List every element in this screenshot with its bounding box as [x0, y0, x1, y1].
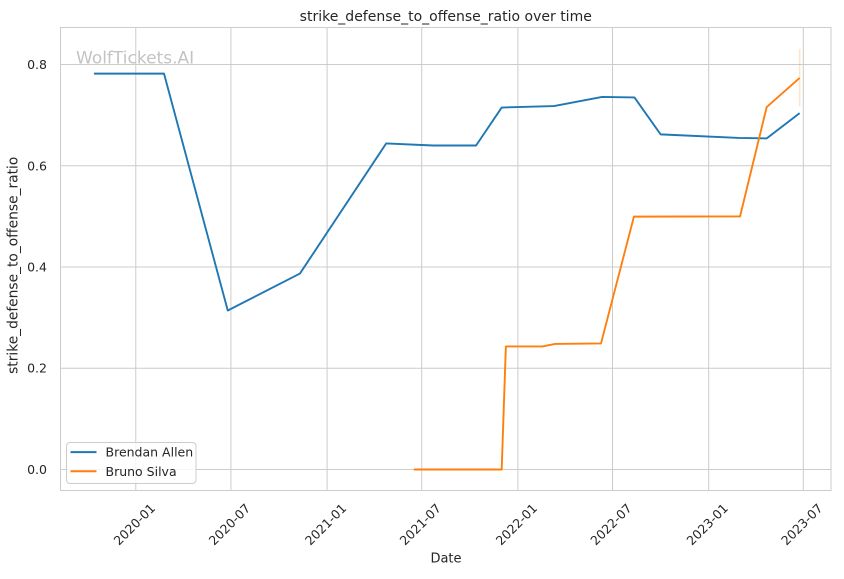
- x-tick-label: 2022-01: [493, 501, 541, 549]
- legend-label-bruno-silva: Bruno Silva: [106, 464, 177, 479]
- watermark: WolfTickets.AI: [76, 48, 194, 68]
- y-tick-labels: 0.0 0.2 0.4 0.6 0.8: [27, 57, 47, 477]
- x-tick-label: 2020-07: [206, 501, 254, 549]
- x-tick-label: 2021-01: [302, 501, 350, 549]
- series-line-brendan-allen: [93, 72, 801, 312]
- series-line-bruno-silva: [413, 77, 801, 471]
- x-tick-labels: 2020-01 2020-07 2021-01 2021-07 2022-01 2022-…: [111, 501, 826, 549]
- x-axis-label: Date: [430, 552, 461, 567]
- legend-box: [66, 442, 197, 484]
- x-tick-label: 2023-07: [778, 501, 826, 549]
- x-tick-label: 2020-01: [111, 501, 159, 549]
- y-axis-label: strike_defense_to_offense_ratio: [6, 157, 22, 374]
- series-layer: [93, 72, 801, 471]
- chart-title: strike_defense_to_offense_ratio over tim…: [300, 9, 592, 25]
- plot-frame: [60, 27, 832, 491]
- y-tick-label: 0.4: [27, 259, 47, 274]
- grid-layer: [60, 27, 831, 491]
- y-tick-label: 0.6: [27, 158, 47, 173]
- y-tick-label: 0.8: [27, 57, 47, 72]
- legend: Brendan Allen Bruno Silva: [66, 442, 197, 484]
- y-tick-label: 0.2: [27, 361, 47, 376]
- x-tick-label: 2023-01: [683, 501, 731, 549]
- y-tick-label: 0.0: [27, 462, 47, 477]
- x-tick-label: 2022-07: [587, 501, 635, 549]
- x-tick-label: 2021-07: [396, 501, 444, 549]
- legend-label-brendan-allen: Brendan Allen: [106, 445, 194, 460]
